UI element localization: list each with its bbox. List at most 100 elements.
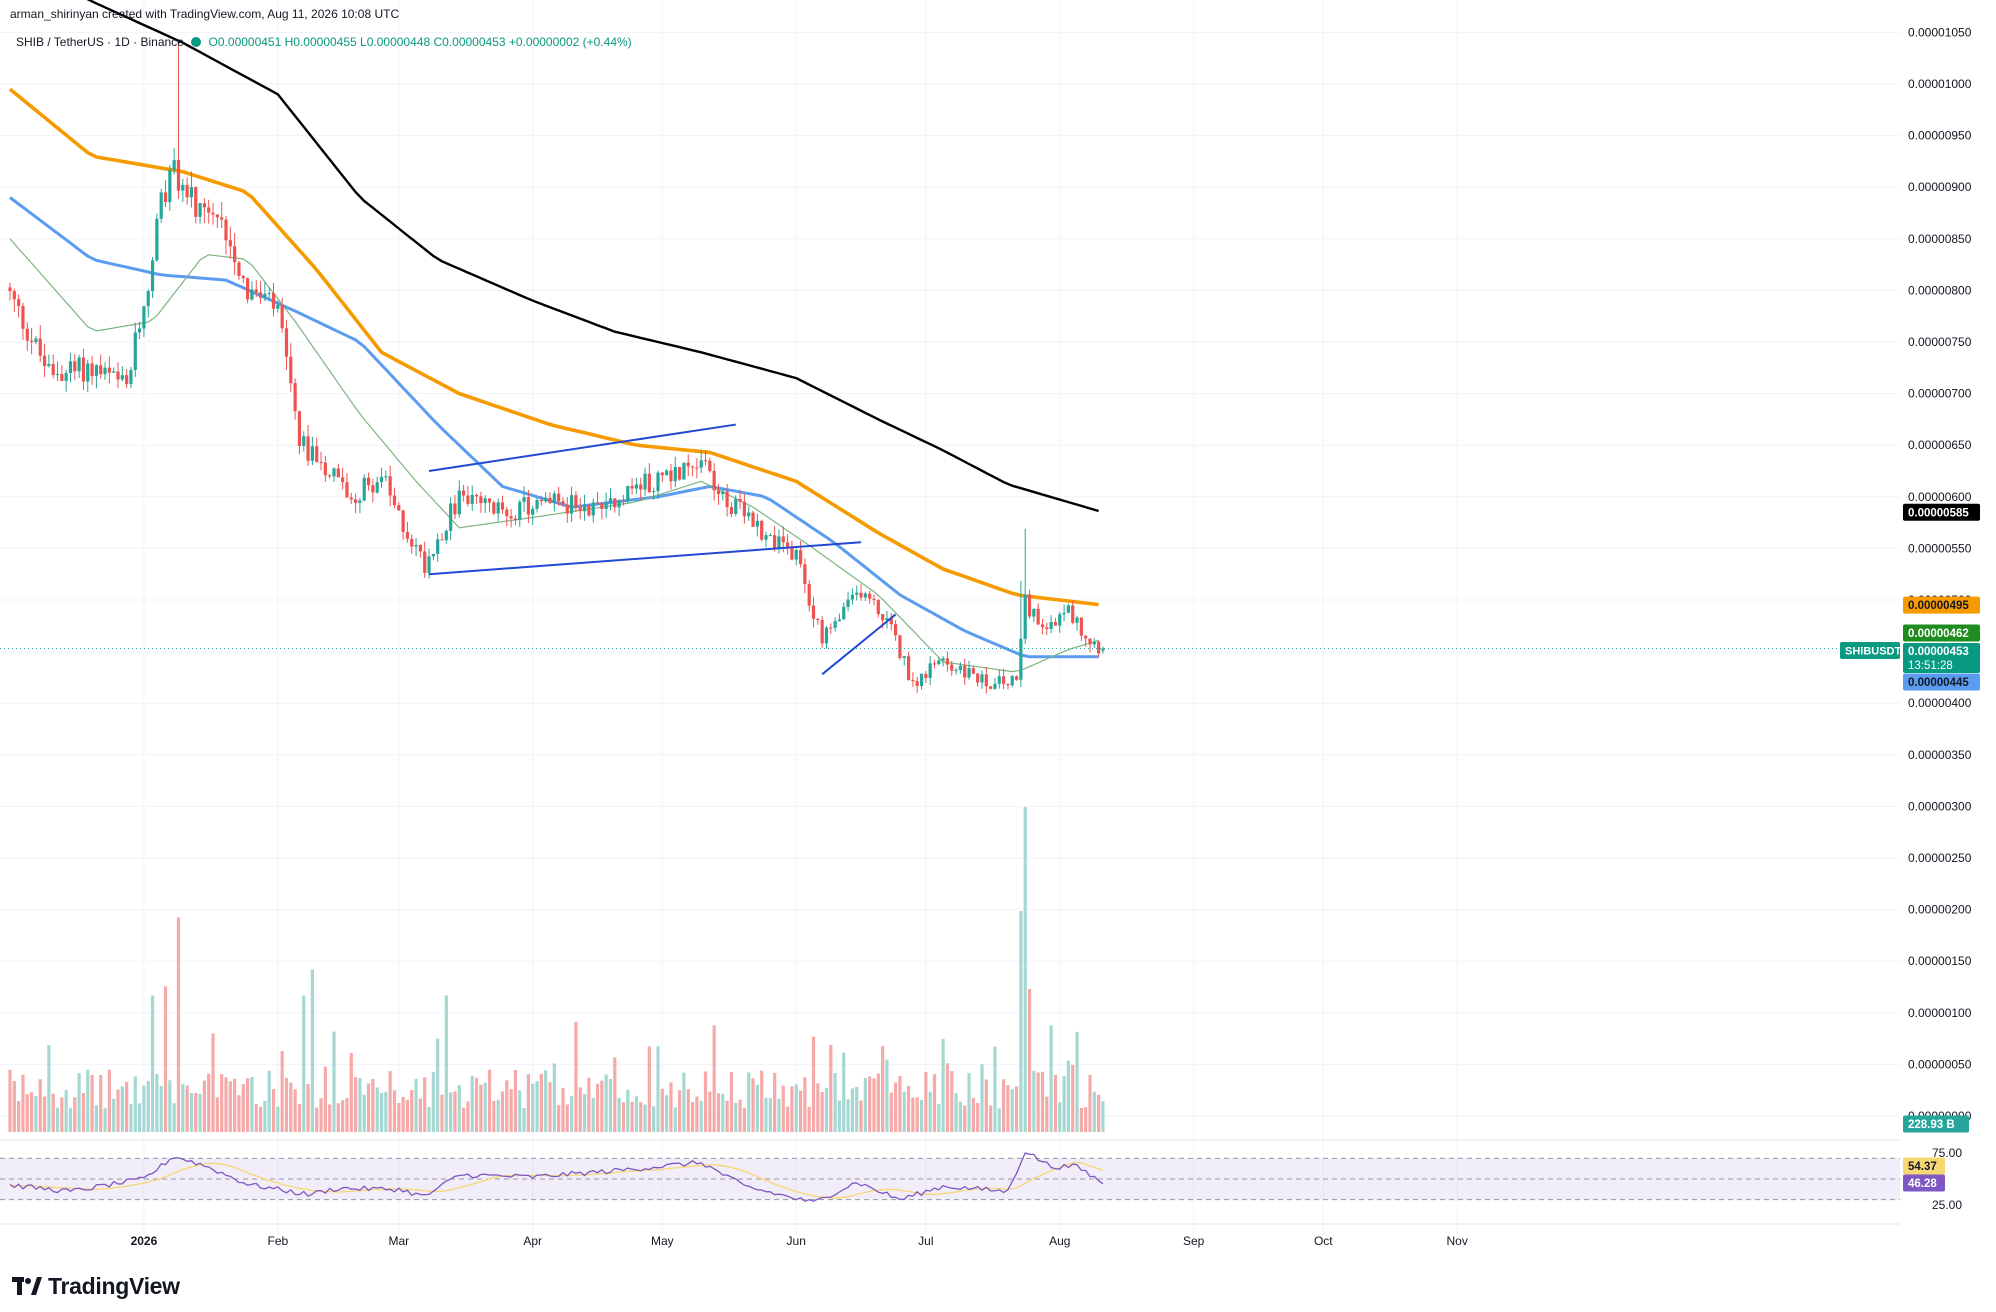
candle[interactable] bbox=[1075, 615, 1079, 631]
candle[interactable] bbox=[388, 465, 392, 507]
candle[interactable] bbox=[453, 494, 457, 520]
candle[interactable] bbox=[254, 280, 258, 298]
tradingview-logo[interactable]: TradingView bbox=[12, 1271, 180, 1301]
candle[interactable] bbox=[1101, 646, 1105, 654]
symbol-legend[interactable]: SHIB / TetherUS · 1D · Binance O0.000004… bbox=[16, 35, 632, 49]
candle[interactable] bbox=[138, 321, 142, 340]
candlesticks[interactable] bbox=[8, 42, 1105, 694]
candle[interactable] bbox=[656, 470, 660, 499]
candle[interactable] bbox=[984, 666, 988, 694]
candle[interactable] bbox=[224, 215, 228, 255]
candle[interactable] bbox=[786, 534, 790, 555]
candle[interactable] bbox=[626, 485, 630, 504]
candle[interactable] bbox=[889, 612, 893, 631]
candle[interactable] bbox=[38, 324, 42, 363]
candle[interactable] bbox=[8, 282, 12, 301]
candle[interactable] bbox=[431, 553, 435, 561]
trendline[interactable] bbox=[821, 613, 897, 676]
candle[interactable] bbox=[505, 506, 509, 527]
candle[interactable] bbox=[103, 362, 107, 380]
candle[interactable] bbox=[673, 456, 677, 488]
candle[interactable] bbox=[315, 437, 319, 463]
candle[interactable] bbox=[90, 355, 94, 385]
candle[interactable] bbox=[168, 164, 172, 211]
candle[interactable] bbox=[872, 594, 876, 606]
candle[interactable] bbox=[1027, 589, 1032, 619]
candle[interactable] bbox=[202, 198, 206, 224]
candle[interactable] bbox=[81, 348, 86, 391]
candle[interactable] bbox=[695, 458, 699, 479]
candle[interactable] bbox=[293, 378, 297, 420]
candle[interactable] bbox=[837, 613, 842, 622]
candle[interactable] bbox=[829, 623, 833, 635]
candle[interactable] bbox=[133, 322, 137, 377]
candle[interactable] bbox=[366, 472, 371, 491]
candle[interactable] bbox=[963, 658, 967, 685]
candle[interactable] bbox=[980, 670, 984, 689]
candle[interactable] bbox=[284, 319, 289, 371]
candle[interactable] bbox=[116, 362, 120, 389]
candle[interactable] bbox=[919, 673, 924, 690]
candle[interactable] bbox=[17, 294, 21, 318]
candle[interactable] bbox=[12, 288, 16, 313]
candle[interactable] bbox=[1019, 580, 1023, 687]
candle[interactable] bbox=[708, 457, 712, 473]
candle[interactable] bbox=[1092, 638, 1096, 649]
candle[interactable] bbox=[457, 480, 461, 518]
candle[interactable] bbox=[604, 492, 608, 519]
candle[interactable] bbox=[328, 474, 332, 479]
candle[interactable] bbox=[526, 489, 530, 524]
candle[interactable] bbox=[306, 424, 310, 466]
candle[interactable] bbox=[271, 282, 276, 317]
trendlines[interactable] bbox=[0, 423, 1900, 676]
candle[interactable] bbox=[336, 463, 340, 478]
candle[interactable] bbox=[876, 598, 880, 618]
candle[interactable] bbox=[94, 364, 98, 389]
time-axis[interactable]: 2026 Feb Mar Apr May Jun Jul Aug Sep Oct Nov bbox=[0, 1223, 1900, 1248]
candle[interactable] bbox=[608, 488, 613, 511]
candle[interactable] bbox=[1084, 635, 1088, 647]
rsi-line[interactable] bbox=[9, 1152, 1104, 1203]
candle[interactable] bbox=[945, 651, 950, 672]
candle[interactable] bbox=[1040, 618, 1045, 635]
candle[interactable] bbox=[25, 322, 29, 351]
candle[interactable] bbox=[1079, 617, 1083, 642]
candle[interactable] bbox=[60, 365, 64, 382]
candle[interactable] bbox=[163, 180, 168, 208]
candle[interactable] bbox=[600, 502, 604, 520]
candle[interactable] bbox=[997, 669, 1001, 689]
candle[interactable] bbox=[276, 300, 280, 313]
candle[interactable] bbox=[621, 494, 626, 506]
candle[interactable] bbox=[755, 513, 759, 537]
candle[interactable] bbox=[950, 660, 954, 676]
candle[interactable] bbox=[30, 327, 34, 355]
candle[interactable] bbox=[1066, 603, 1070, 614]
candle[interactable] bbox=[859, 584, 863, 601]
candle[interactable] bbox=[220, 202, 224, 229]
candle[interactable] bbox=[449, 497, 453, 541]
candle[interactable] bbox=[794, 548, 798, 566]
candle[interactable] bbox=[414, 537, 418, 557]
candle[interactable] bbox=[885, 610, 889, 629]
candle[interactable] bbox=[228, 226, 232, 259]
candle[interactable] bbox=[1062, 604, 1066, 622]
candle[interactable] bbox=[34, 336, 38, 345]
candle[interactable] bbox=[68, 352, 73, 383]
candle[interactable] bbox=[928, 655, 932, 686]
candle[interactable] bbox=[721, 489, 725, 501]
candle[interactable] bbox=[237, 261, 241, 280]
candle[interactable] bbox=[958, 662, 962, 674]
candle[interactable] bbox=[509, 508, 513, 528]
candle[interactable] bbox=[634, 477, 638, 495]
candle[interactable] bbox=[678, 466, 682, 481]
candle[interactable] bbox=[1014, 675, 1019, 681]
candle[interactable] bbox=[1058, 611, 1062, 633]
candle[interactable] bbox=[112, 367, 116, 373]
candle[interactable] bbox=[483, 495, 487, 514]
candle[interactable] bbox=[1053, 617, 1058, 626]
ma20-line[interactable] bbox=[9, 238, 1099, 673]
rsi-pane[interactable] bbox=[0, 1139, 1900, 1203]
trendline[interactable] bbox=[428, 541, 862, 576]
candle[interactable] bbox=[1036, 603, 1040, 626]
